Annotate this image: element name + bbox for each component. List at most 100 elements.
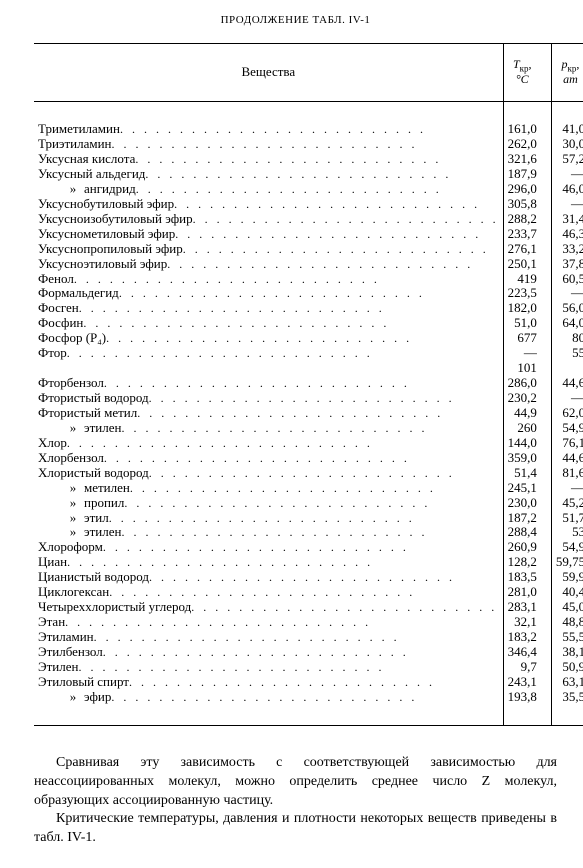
pcrit-cell: 40,4: [551, 585, 583, 600]
substance-cell: »эфир: [34, 690, 503, 725]
substance-name: метилен: [84, 481, 130, 496]
substance-cell: Хлорбензол: [34, 451, 503, 466]
leader-dots: [121, 422, 498, 436]
substance-cell: Триэтиламин: [34, 137, 503, 152]
substance-name: Уксуснопропиловый эфир: [38, 242, 183, 257]
pcrit-cell: 60,5: [551, 272, 583, 287]
table-row: Триэтиламин262,030,00,251: [34, 137, 583, 152]
tcrit-cell: 193,8: [503, 690, 551, 725]
ditto-mark: »: [68, 525, 78, 540]
leader-dots: [78, 661, 498, 675]
leader-dots: [103, 646, 499, 660]
table-row: Этилен9,750,90,22: [34, 660, 583, 675]
substance-cell: Уксусноизобутиловый эфир: [34, 212, 503, 227]
pcrit-cell: 31,4: [551, 212, 583, 227]
substance-cell: Фторбензол: [34, 376, 503, 391]
pcrit-cell: 38,1: [551, 645, 583, 660]
tcrit-cell: 281,0: [503, 585, 551, 600]
tcrit-cell: 182,0: [503, 301, 551, 316]
table-row: Этан32,148,80,21: [34, 615, 583, 630]
pcrit-cell: 35,5: [551, 690, 583, 725]
tcrit-cell: 230,0: [503, 496, 551, 511]
substance-cell: Формальдегид: [34, 286, 503, 301]
tcrit-cell: 32,1: [503, 615, 551, 630]
pcrit-cell: 54,9: [551, 421, 583, 436]
pcrit-cell: —: [551, 167, 583, 182]
table-caption: ПРОДОЛЖЕНИЕ ТАБЛ. IV-1: [34, 14, 557, 27]
tcrit-cell: 144,0: [503, 436, 551, 451]
substance-name: Этилен: [38, 660, 78, 675]
substance-cell: Этилен: [34, 660, 503, 675]
pcrit-cell: 64,0: [551, 316, 583, 331]
table-row: Фтор—10155—: [34, 346, 583, 376]
substance-name: Уксусноэтиловый эфир: [38, 257, 167, 272]
leader-dots: [106, 332, 498, 346]
substance-cell: » пропил: [34, 496, 503, 511]
pcrit-cell: 44,6: [551, 451, 583, 466]
pcrit-cell: 63,1: [551, 675, 583, 690]
tcrit-cell: 276,1: [503, 242, 551, 257]
leader-dots: [149, 392, 499, 406]
tcrit-cell: 260,9: [503, 540, 551, 555]
table-row: Уксусный альдегид187,9——: [34, 167, 583, 182]
tcrit-cell: 44,9: [503, 406, 551, 421]
pcrit-cell: 46,0: [551, 182, 583, 197]
leader-dots: [111, 691, 498, 705]
tcrit-cell: 223,5: [503, 286, 551, 301]
ditto-mark: »: [68, 496, 78, 511]
table-row: »этил187,251,70,33: [34, 511, 583, 526]
tcrit-cell: 260: [503, 421, 551, 436]
pcrit-cell: 59,75: [551, 555, 583, 570]
table-row: »этилен288,4530,45: [34, 525, 583, 540]
table-row: Уксусная кислота321,657,20,351: [34, 152, 583, 167]
substance-cell: Фенол: [34, 272, 503, 287]
tcrit-cell: 128,2: [503, 555, 551, 570]
table-row: »метилен245,1——: [34, 481, 583, 496]
pcrit-cell: 80: [551, 331, 583, 346]
tcrit-cell: 233,7: [503, 227, 551, 242]
pcrit-cell: —: [551, 481, 583, 496]
leader-dots: [175, 228, 498, 242]
leader-dots: [120, 123, 499, 137]
tcrit-cell: 230,2: [503, 391, 551, 406]
substance-name: Четыреххлористый углерод: [38, 600, 191, 615]
substance-cell: Фосфин: [34, 316, 503, 331]
tcrit-cell: 245,1: [503, 481, 551, 496]
substance-cell: Фосген: [34, 301, 503, 316]
leader-dots: [94, 631, 499, 645]
substance-cell: Уксусный альдегид: [34, 167, 503, 182]
tcrit-cell: 187,2: [503, 511, 551, 526]
table-row: Уксуснопропиловый эфир276,133,2—: [34, 242, 583, 257]
substance-cell: Этиламин: [34, 630, 503, 645]
leader-dots: [65, 616, 498, 630]
tcrit-cell: 286,0: [503, 376, 551, 391]
table-row: Фенол41960,5—: [34, 272, 583, 287]
tcrit-cell: 250,1: [503, 257, 551, 272]
table-row: »ангидрид296,046,0—: [34, 182, 583, 197]
substance-cell: Хлороформ: [34, 540, 503, 555]
leader-dots: [83, 317, 498, 331]
pcrit-cell: 51,7: [551, 511, 583, 526]
leader-dots: [79, 302, 499, 316]
col-header-substance: Вещества: [34, 43, 503, 102]
table-row: Фосфор (P₄)67780—: [34, 331, 583, 346]
substance-cell: »метилен: [34, 481, 503, 496]
table-row: Фосфин51,064,00,30: [34, 316, 583, 331]
pcrit-cell: 54,9: [551, 540, 583, 555]
substance-cell: »этилен: [34, 525, 503, 540]
substance-name: Уксуснометиловый эфир: [38, 227, 175, 242]
leader-dots: [167, 258, 498, 272]
ditto-mark: »: [68, 182, 78, 197]
substance-name: пропил: [84, 496, 124, 511]
pcrit-cell: —: [551, 391, 583, 406]
leader-dots: [136, 183, 499, 197]
substance-cell: Уксусноэтиловый эфир: [34, 257, 503, 272]
substance-name: Этан: [38, 615, 65, 630]
table-header-row: Вещества Tкр, °C pкр, ат ρкр, г/см³: [34, 43, 583, 102]
substance-cell: Триметиламин: [34, 122, 503, 137]
leader-dots: [103, 541, 499, 555]
table-row: Уксусноэтиловый эфир250,137,80,308: [34, 257, 583, 272]
table-row: Хлорбензол359,044,60,365: [34, 451, 583, 466]
leader-dots: [67, 347, 499, 361]
col-header-tcrit: Tкр, °C: [503, 43, 551, 102]
